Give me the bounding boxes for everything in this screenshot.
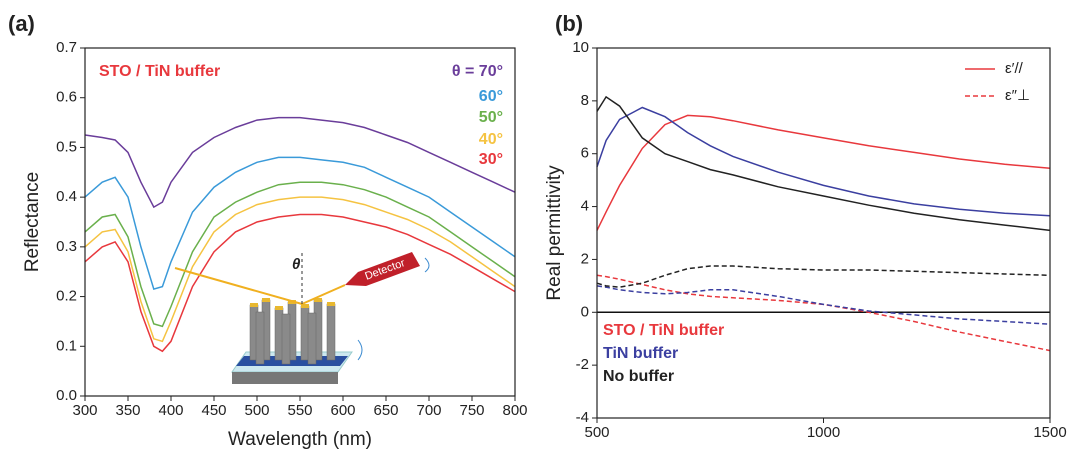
y-tick-label: 0.1 <box>56 337 77 354</box>
y-tick-label: 0.4 <box>56 188 77 205</box>
theta-label: θ <box>292 256 301 273</box>
panel-label: (a) <box>8 11 35 36</box>
legend-label: STO / TiN buffer <box>603 322 724 339</box>
y-tick-label: 0.7 <box>56 39 77 56</box>
reflected-beam <box>301 284 346 305</box>
line <box>84 196 516 343</box>
x-axis-title: Wavelength (nm) <box>228 429 372 450</box>
annotation: STO / TiN buffer <box>99 63 220 80</box>
rotation-arrow <box>357 339 363 361</box>
dashed-line <box>596 265 1051 288</box>
legend-label: No buffer <box>603 368 674 385</box>
y-axis-title: Real permittivity <box>544 165 565 301</box>
plot-frame <box>596 47 1051 419</box>
x-tick-label: 500 <box>584 424 609 441</box>
chart: (a) Wavelength (nm) Reflectance 300 350 400 45… <box>8 11 528 450</box>
line <box>84 156 516 291</box>
detector <box>345 252 420 286</box>
x-axis-title: Wavelength (nm) <box>752 451 896 453</box>
y-tick-label: 0.5 <box>56 138 77 155</box>
chart: (b) Wavelength (nm) Real permittivity 500 10… <box>544 11 1067 453</box>
y-tick-label: 0.0 <box>56 387 77 404</box>
x-tick-label: 500 <box>244 402 269 419</box>
plot-frame <box>84 47 516 397</box>
y-tick-label: 0 <box>581 303 589 320</box>
y-tick-label: 0.2 <box>56 288 77 305</box>
panel-label: (b) <box>555 11 583 36</box>
x-tick-label: 650 <box>373 402 398 419</box>
y-tick-label: 0.6 <box>56 89 77 106</box>
line <box>84 116 516 209</box>
y-tick-label: 8 <box>581 92 589 109</box>
x-tick-label: 600 <box>330 402 355 419</box>
x-tick-label: 450 <box>201 402 226 419</box>
y-tick-label: 2 <box>581 250 589 267</box>
x-tick-label: 300 <box>72 402 97 419</box>
legend-label: ε′// <box>1005 60 1024 77</box>
legend-label: ε″⊥ <box>1005 87 1030 104</box>
y-tick-label: 4 <box>581 198 589 215</box>
x-tick-label: 350 <box>115 402 140 419</box>
incident-beam <box>174 267 303 305</box>
x-tick-label: 1000 <box>807 424 840 441</box>
x-tick-label: 400 <box>158 402 183 419</box>
y-tick-label: 6 <box>581 145 589 162</box>
x-tick-label: 1500 <box>1033 424 1066 441</box>
legend-label: 50° <box>479 109 503 126</box>
y-tick-label: -4 <box>576 409 589 426</box>
x-tick-label: 550 <box>287 402 312 419</box>
line <box>596 114 1051 231</box>
nanopillars <box>249 299 336 365</box>
y-tick-label: 10 <box>572 39 589 56</box>
dashed-line <box>596 285 1051 325</box>
legend-label: 30° <box>479 151 503 168</box>
x-tick-label: 750 <box>459 402 484 419</box>
dashed-line <box>596 274 1051 352</box>
line <box>84 181 516 328</box>
rotation-arrow <box>424 257 430 273</box>
legend-label: TiN buffer <box>603 345 678 362</box>
legend-label: 40° <box>479 131 503 148</box>
x-tick-label: 800 <box>502 402 527 419</box>
legend-label: θ = 70° <box>452 63 503 80</box>
y-tick-label: 0.3 <box>56 238 77 255</box>
inset: θ Detector <box>174 250 430 384</box>
x-tick-label: 700 <box>416 402 441 419</box>
line <box>596 95 1051 232</box>
y-axis-title: Reflectance <box>22 172 43 272</box>
y-tick-label: -2 <box>576 356 589 373</box>
substrate-side <box>232 372 338 384</box>
legend-label: 60° <box>479 88 503 105</box>
line <box>84 213 516 353</box>
